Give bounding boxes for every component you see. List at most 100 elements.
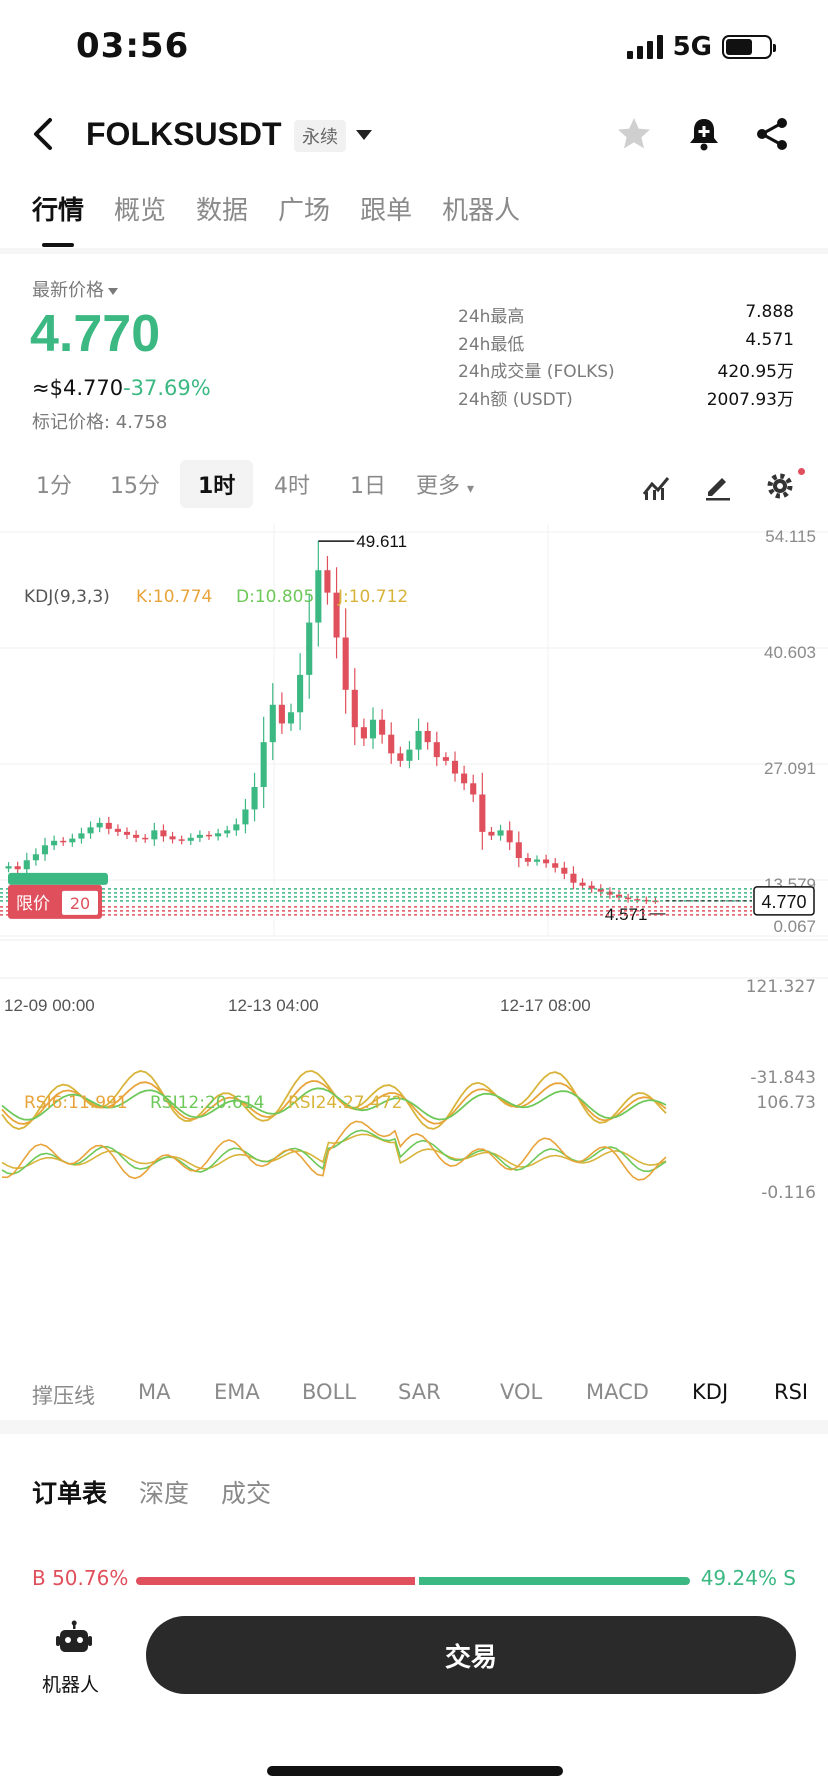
orderbook-tabs: 订单表 深度 成交: [32, 1474, 271, 1510]
tab-overview[interactable]: 概览: [114, 196, 167, 226]
candle-body: [342, 637, 349, 690]
trade-button[interactable]: 交易: [146, 1616, 796, 1694]
robot-icon[interactable]: [54, 1620, 94, 1660]
rsi-min-label: -0.116: [761, 1183, 816, 1203]
candle-body: [588, 885, 595, 889]
candle-body: [442, 757, 449, 761]
candle-body: [506, 830, 513, 843]
candle-body: [287, 712, 295, 724]
candle-body: [369, 719, 377, 739]
usd-price: ≈$4.770: [32, 376, 124, 400]
candle-body: [23, 860, 30, 870]
buy-sell-ratio: B 50.76% 49.24% S: [0, 1566, 828, 1596]
status-indicators: 5G: [626, 32, 776, 62]
tab-data[interactable]: 数据: [196, 196, 249, 226]
main-tabs: 行情 概览 数据 广场 跟单 机器人: [32, 190, 520, 247]
price-alert-bell-icon[interactable]: [684, 114, 724, 154]
symbol-dropdown-icon[interactable]: [356, 130, 372, 140]
candle-body: [242, 809, 249, 825]
candle-body: [497, 830, 504, 836]
x-axis-label: 12-17 08:00: [500, 996, 591, 1015]
candle-body: [233, 824, 240, 831]
candle-body: [360, 727, 367, 739]
limit-order-widget[interactable]: 限价 20: [8, 872, 108, 919]
indicator-boll[interactable]: BOLL: [302, 1380, 356, 1404]
interval-bar: 1分 15分 1时 4时 1日 更多 ▾: [0, 458, 828, 514]
kdj-max-label: 121.327: [746, 977, 816, 997]
tab-copy-trade[interactable]: 跟单: [360, 196, 413, 226]
latest-price-label[interactable]: 最新价格: [32, 276, 118, 302]
indicator-sar[interactable]: SAR: [398, 1380, 441, 1404]
star-icon[interactable]: [614, 114, 654, 154]
candle-body: [597, 888, 604, 892]
candle-body: [561, 867, 568, 874]
indicator-support-resistance[interactable]: 撑压线: [32, 1384, 95, 1408]
tab-square[interactable]: 广场: [278, 196, 331, 226]
candle-body: [32, 854, 39, 861]
candle-body: [5, 866, 12, 869]
rsi12-line: [1, 1129, 667, 1175]
high-price-label: 49.611: [356, 532, 407, 551]
kdj-d-line: [1, 1087, 667, 1121]
kdj-k-value: K:10.774: [136, 587, 212, 607]
back-arrow-icon[interactable]: [28, 114, 60, 154]
candle-body: [533, 859, 541, 862]
symbol-title[interactable]: FOLKSUSDT: [86, 116, 282, 152]
interval-1m[interactable]: 1分: [36, 474, 72, 499]
tab-order-book[interactable]: 订单表: [32, 1479, 108, 1508]
candle-body: [269, 704, 276, 743]
last-price: 4.770: [30, 305, 161, 363]
interval-4h[interactable]: 4时: [274, 474, 310, 499]
share-icon[interactable]: [752, 114, 792, 154]
indicator-macd[interactable]: MACD: [586, 1380, 649, 1404]
candle-body: [397, 753, 404, 761]
sell-ratio: 49.24% S: [700, 1566, 796, 1590]
settings-gear-icon[interactable]: [764, 470, 796, 502]
candle-body: [379, 719, 386, 735]
candle-body: [306, 622, 313, 675]
candle-body: [69, 838, 76, 843]
interval-15m[interactable]: 15分: [110, 474, 160, 499]
candle-body: [479, 794, 486, 832]
notification-dot: [798, 468, 805, 475]
indicator-rsi[interactable]: RSI: [774, 1380, 809, 1404]
candle-body: [524, 858, 531, 862]
price-change: -37.69%: [123, 376, 211, 400]
interval-1d[interactable]: 1日: [350, 474, 386, 499]
interval-more[interactable]: 更多 ▾: [416, 474, 475, 499]
order-widget-top: [8, 872, 108, 885]
candlestick-chart[interactable]: 54.11540.60327.09113.5790.06749.6114.571…: [0, 524, 828, 1414]
candle-body: [205, 834, 213, 837]
battery-icon: [722, 35, 776, 59]
candle-body: [424, 730, 431, 743]
candle-body: [151, 830, 158, 840]
usd-price-line: ≈$4.770-37.69%: [32, 376, 211, 400]
tab-market[interactable]: 行情: [32, 190, 84, 247]
candle-body: [51, 840, 58, 846]
indicator-ma[interactable]: MA: [138, 1380, 171, 1404]
candle-body: [643, 899, 650, 902]
tab-trades[interactable]: 成交: [221, 1479, 272, 1508]
order-type-label: 限价: [16, 894, 50, 914]
indicator-vol[interactable]: VOL: [500, 1380, 543, 1404]
candle-body: [543, 859, 550, 864]
candle-body: [451, 760, 459, 774]
candle-body: [96, 822, 103, 828]
stat-row: 24h最高 7.888: [458, 302, 794, 327]
candle-body: [260, 742, 267, 788]
chart-area[interactable]: 54.115 40.603 27.091 13.579 0.067 49.611 4.571…: [0, 524, 828, 1414]
stats-24h: 24h最高 7.888 24h最低 4.571 24h成交量 (FOLKS) 420.…: [458, 302, 794, 412]
tab-bot[interactable]: 机器人: [442, 196, 521, 226]
indicator-chart-icon[interactable]: [640, 470, 672, 502]
candle-body: [634, 899, 641, 901]
indicator-kdj[interactable]: KDJ: [692, 1380, 729, 1404]
candle-body: [388, 734, 395, 754]
rsi12-value: RSI12:20.614: [150, 1093, 264, 1113]
candle-body: [333, 592, 340, 638]
tab-depth[interactable]: 深度: [139, 1479, 190, 1508]
draw-pen-icon[interactable]: [702, 470, 734, 502]
robot-label[interactable]: 机器人: [42, 1674, 100, 1696]
candle-body: [488, 831, 495, 836]
interval-1h[interactable]: 1时: [180, 460, 254, 508]
indicator-ema[interactable]: EMA: [214, 1380, 260, 1404]
